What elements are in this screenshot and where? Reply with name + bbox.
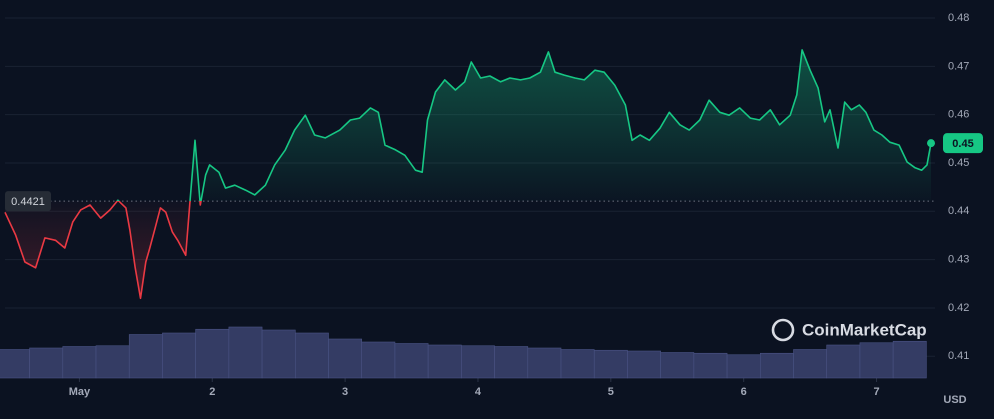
- volume-bar: [228, 326, 263, 379]
- volume-bar: [494, 346, 529, 379]
- volume-bar: [128, 334, 163, 379]
- plot: [4, 49, 936, 300]
- x-tick-label: 2: [209, 386, 215, 398]
- logo: [771, 318, 795, 342]
- x-tick-label: 7: [873, 386, 879, 398]
- volume-bar: [0, 349, 30, 379]
- x-tick-label: 5: [608, 386, 614, 398]
- last-price-box: [943, 133, 983, 154]
- last-price-label: 0.45: [952, 138, 973, 150]
- x-tick-label: 6: [741, 386, 747, 398]
- y-tick-label: 0.42: [948, 302, 969, 314]
- volume-bar: [693, 352, 728, 379]
- volume-bar: [593, 349, 628, 379]
- volume-bar: [29, 347, 64, 379]
- area: [5, 49, 931, 299]
- y-tick-label: 0.46: [948, 109, 969, 121]
- volume-bar: [162, 332, 196, 379]
- volume-bar: [427, 344, 462, 379]
- last-point: [927, 139, 936, 148]
- y-tick-label: 0.44: [948, 205, 969, 217]
- x-tick-label: 3: [342, 386, 348, 398]
- y-tick-label: 0.41: [948, 350, 969, 362]
- volume: [0, 326, 927, 379]
- volume-bar: [892, 340, 927, 379]
- volume-bar: [461, 345, 495, 379]
- volume-bar: [793, 349, 828, 379]
- volume-bar: [361, 341, 396, 379]
- watermark-text: CoinMarketCap: [802, 320, 927, 339]
- volume-bar: [195, 328, 230, 379]
- y-tick-label: 0.43: [948, 254, 969, 266]
- volume-bar: [294, 332, 329, 379]
- volume-bar: [560, 349, 595, 379]
- price-line: [4, 49, 932, 300]
- volume-bar: [261, 329, 296, 379]
- volume-bar: [95, 345, 130, 379]
- volume-bar: [859, 342, 894, 379]
- x-tick-label: May: [69, 386, 91, 398]
- y-unit: USD: [943, 394, 966, 406]
- volume-bar: [394, 343, 429, 379]
- x-tick-label: 4: [475, 386, 482, 398]
- volume-bar: [759, 352, 794, 379]
- volume-bar: [660, 352, 695, 379]
- volume-bar: [826, 344, 861, 379]
- y-tick-label: 0.45: [948, 157, 969, 169]
- volume-bar: [627, 350, 661, 379]
- watermark: CoinMarketCap: [771, 318, 927, 342]
- baseline-label: 0.4421: [11, 196, 45, 208]
- y-tick-label: 0.48: [948, 12, 969, 24]
- volume-bar: [726, 354, 761, 379]
- baseline-box: [5, 191, 51, 212]
- volume-bar: [62, 346, 97, 379]
- y-tick-label: 0.47: [948, 60, 969, 72]
- volume-bar: [527, 347, 562, 379]
- volume-bar: [328, 338, 363, 379]
